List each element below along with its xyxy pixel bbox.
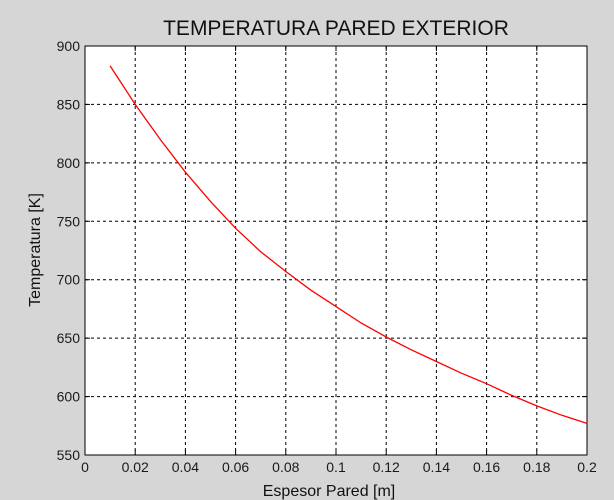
- x-axis: 0 0.02 0.04 0.06 0.08 0.1 0.12 0.14 0.16 0.18 0.2: [81, 46, 597, 475]
- y-tick-label: 600: [57, 389, 81, 405]
- x-tick-label: 0.18: [523, 459, 550, 475]
- y-tick-label: 550: [57, 447, 81, 463]
- series-line: [109, 65, 588, 425]
- y-tick-label: 750: [57, 213, 81, 229]
- y-tick-label: 650: [57, 330, 81, 346]
- x-tick-label: 0.02: [122, 459, 149, 475]
- x-axis-label: Espesor Pared [m]: [263, 483, 396, 500]
- y-tick-label: 900: [57, 38, 81, 54]
- chart-title: TEMPERATURA PARED EXTERIOR: [163, 17, 509, 40]
- x-tick-label: 0.12: [373, 459, 400, 475]
- x-tick-label: 0.1: [326, 459, 346, 475]
- y-tick-label: 700: [57, 272, 81, 288]
- x-tick-label: 0.2: [577, 459, 597, 475]
- y-axis-label: Temperatura [K]: [27, 193, 44, 307]
- y-tick-label: 800: [57, 155, 81, 171]
- x-tick-label: 0.16: [473, 459, 500, 475]
- x-tick-label: 0.08: [272, 459, 299, 475]
- y-tick-label: 850: [57, 96, 81, 112]
- x-tick-label: 0.04: [172, 459, 199, 475]
- x-tick-label: 0: [81, 459, 89, 475]
- y-axis: 550 600 650 700 750 800 850 900: [57, 38, 587, 463]
- grid: [85, 46, 587, 455]
- x-tick-label: 0.14: [423, 459, 450, 475]
- x-tick-label: 0.06: [222, 459, 249, 475]
- series-group: [109, 65, 588, 425]
